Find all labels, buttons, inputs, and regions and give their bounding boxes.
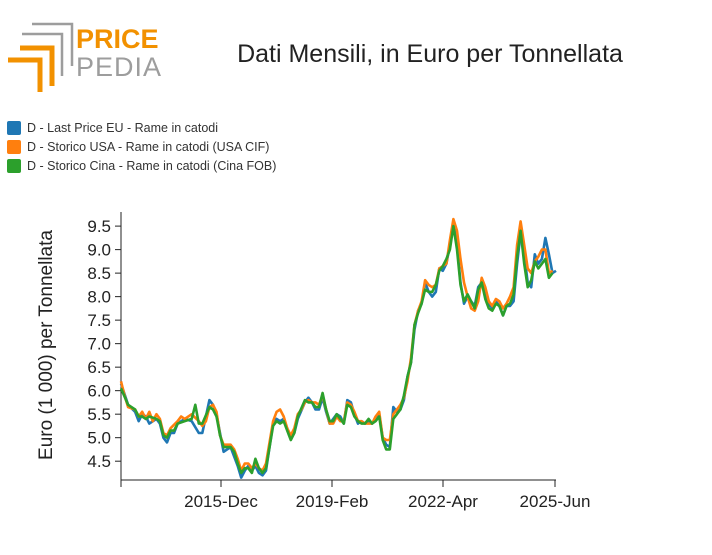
- legend-item-cina[interactable]: D - Storico Cina - Rame in catodi (Cina …: [7, 156, 276, 175]
- chart-title: Dati Mensili, in Euro per Tonnellata: [237, 40, 623, 68]
- y-tick-label: 5.5: [87, 405, 111, 424]
- y-tick-label: 6.5: [87, 358, 111, 377]
- x-tick-label: 2022-Apr: [408, 492, 478, 511]
- series-line-eu[interactable]: [119, 222, 557, 479]
- logo-word-price: PRICE: [76, 24, 159, 54]
- legend-swatch-eu: [7, 120, 21, 135]
- y-tick-label: 8.5: [87, 264, 111, 283]
- y-tick-label: 9.0: [87, 241, 111, 260]
- legend-swatch-cina: [7, 158, 21, 173]
- legend-item-eu[interactable]: D - Last Price EU - Rame in catodi: [7, 118, 276, 137]
- legend-swatch-usa: [7, 139, 21, 154]
- chart-series: [119, 217, 557, 479]
- series-line-cina[interactable]: [119, 224, 554, 475]
- chart-legend: D - Last Price EU - Rame in catodi D - S…: [7, 118, 276, 175]
- y-tick-label: 7.5: [87, 311, 111, 330]
- x-tick-label: 2015-Dec: [184, 492, 258, 511]
- y-tick-label: 9.5: [87, 217, 111, 236]
- legend-label-cina: D - Storico Cina - Rame in catodi (Cina …: [27, 158, 277, 173]
- pricepedia-logo: PRICE PEDIA: [6, 22, 166, 92]
- y-axis-title: Euro (1 000) per Tonnellata: [36, 230, 57, 460]
- x-tick-label: 2019-Feb: [296, 492, 369, 511]
- pricepedia-logo-mark: PRICE PEDIA: [8, 22, 162, 92]
- legend-label-usa: D - Storico USA - Rame in catodi (USA CI…: [27, 139, 270, 154]
- series-line-usa[interactable]: [119, 217, 554, 472]
- y-tick-label: 5.0: [87, 429, 111, 448]
- logo-word-pedia: PEDIA: [76, 52, 162, 82]
- x-tick-label: 2025-Jun: [520, 492, 591, 511]
- legend-label-eu: D - Last Price EU - Rame in catodi: [27, 120, 219, 135]
- legend-item-usa[interactable]: D - Storico USA - Rame in catodi (USA CI…: [7, 137, 276, 156]
- y-tick-label: 7.0: [87, 335, 111, 354]
- y-tick-label: 8.0: [87, 288, 111, 307]
- chart-axes: 4.5 5.0 5.5 6.0 6.5 7.0 7.5 8.0 8.5 9.0 9.5 2015-De…: [87, 212, 590, 511]
- y-tick-label: 4.5: [87, 452, 111, 471]
- y-tick-label: 6.0: [87, 382, 111, 401]
